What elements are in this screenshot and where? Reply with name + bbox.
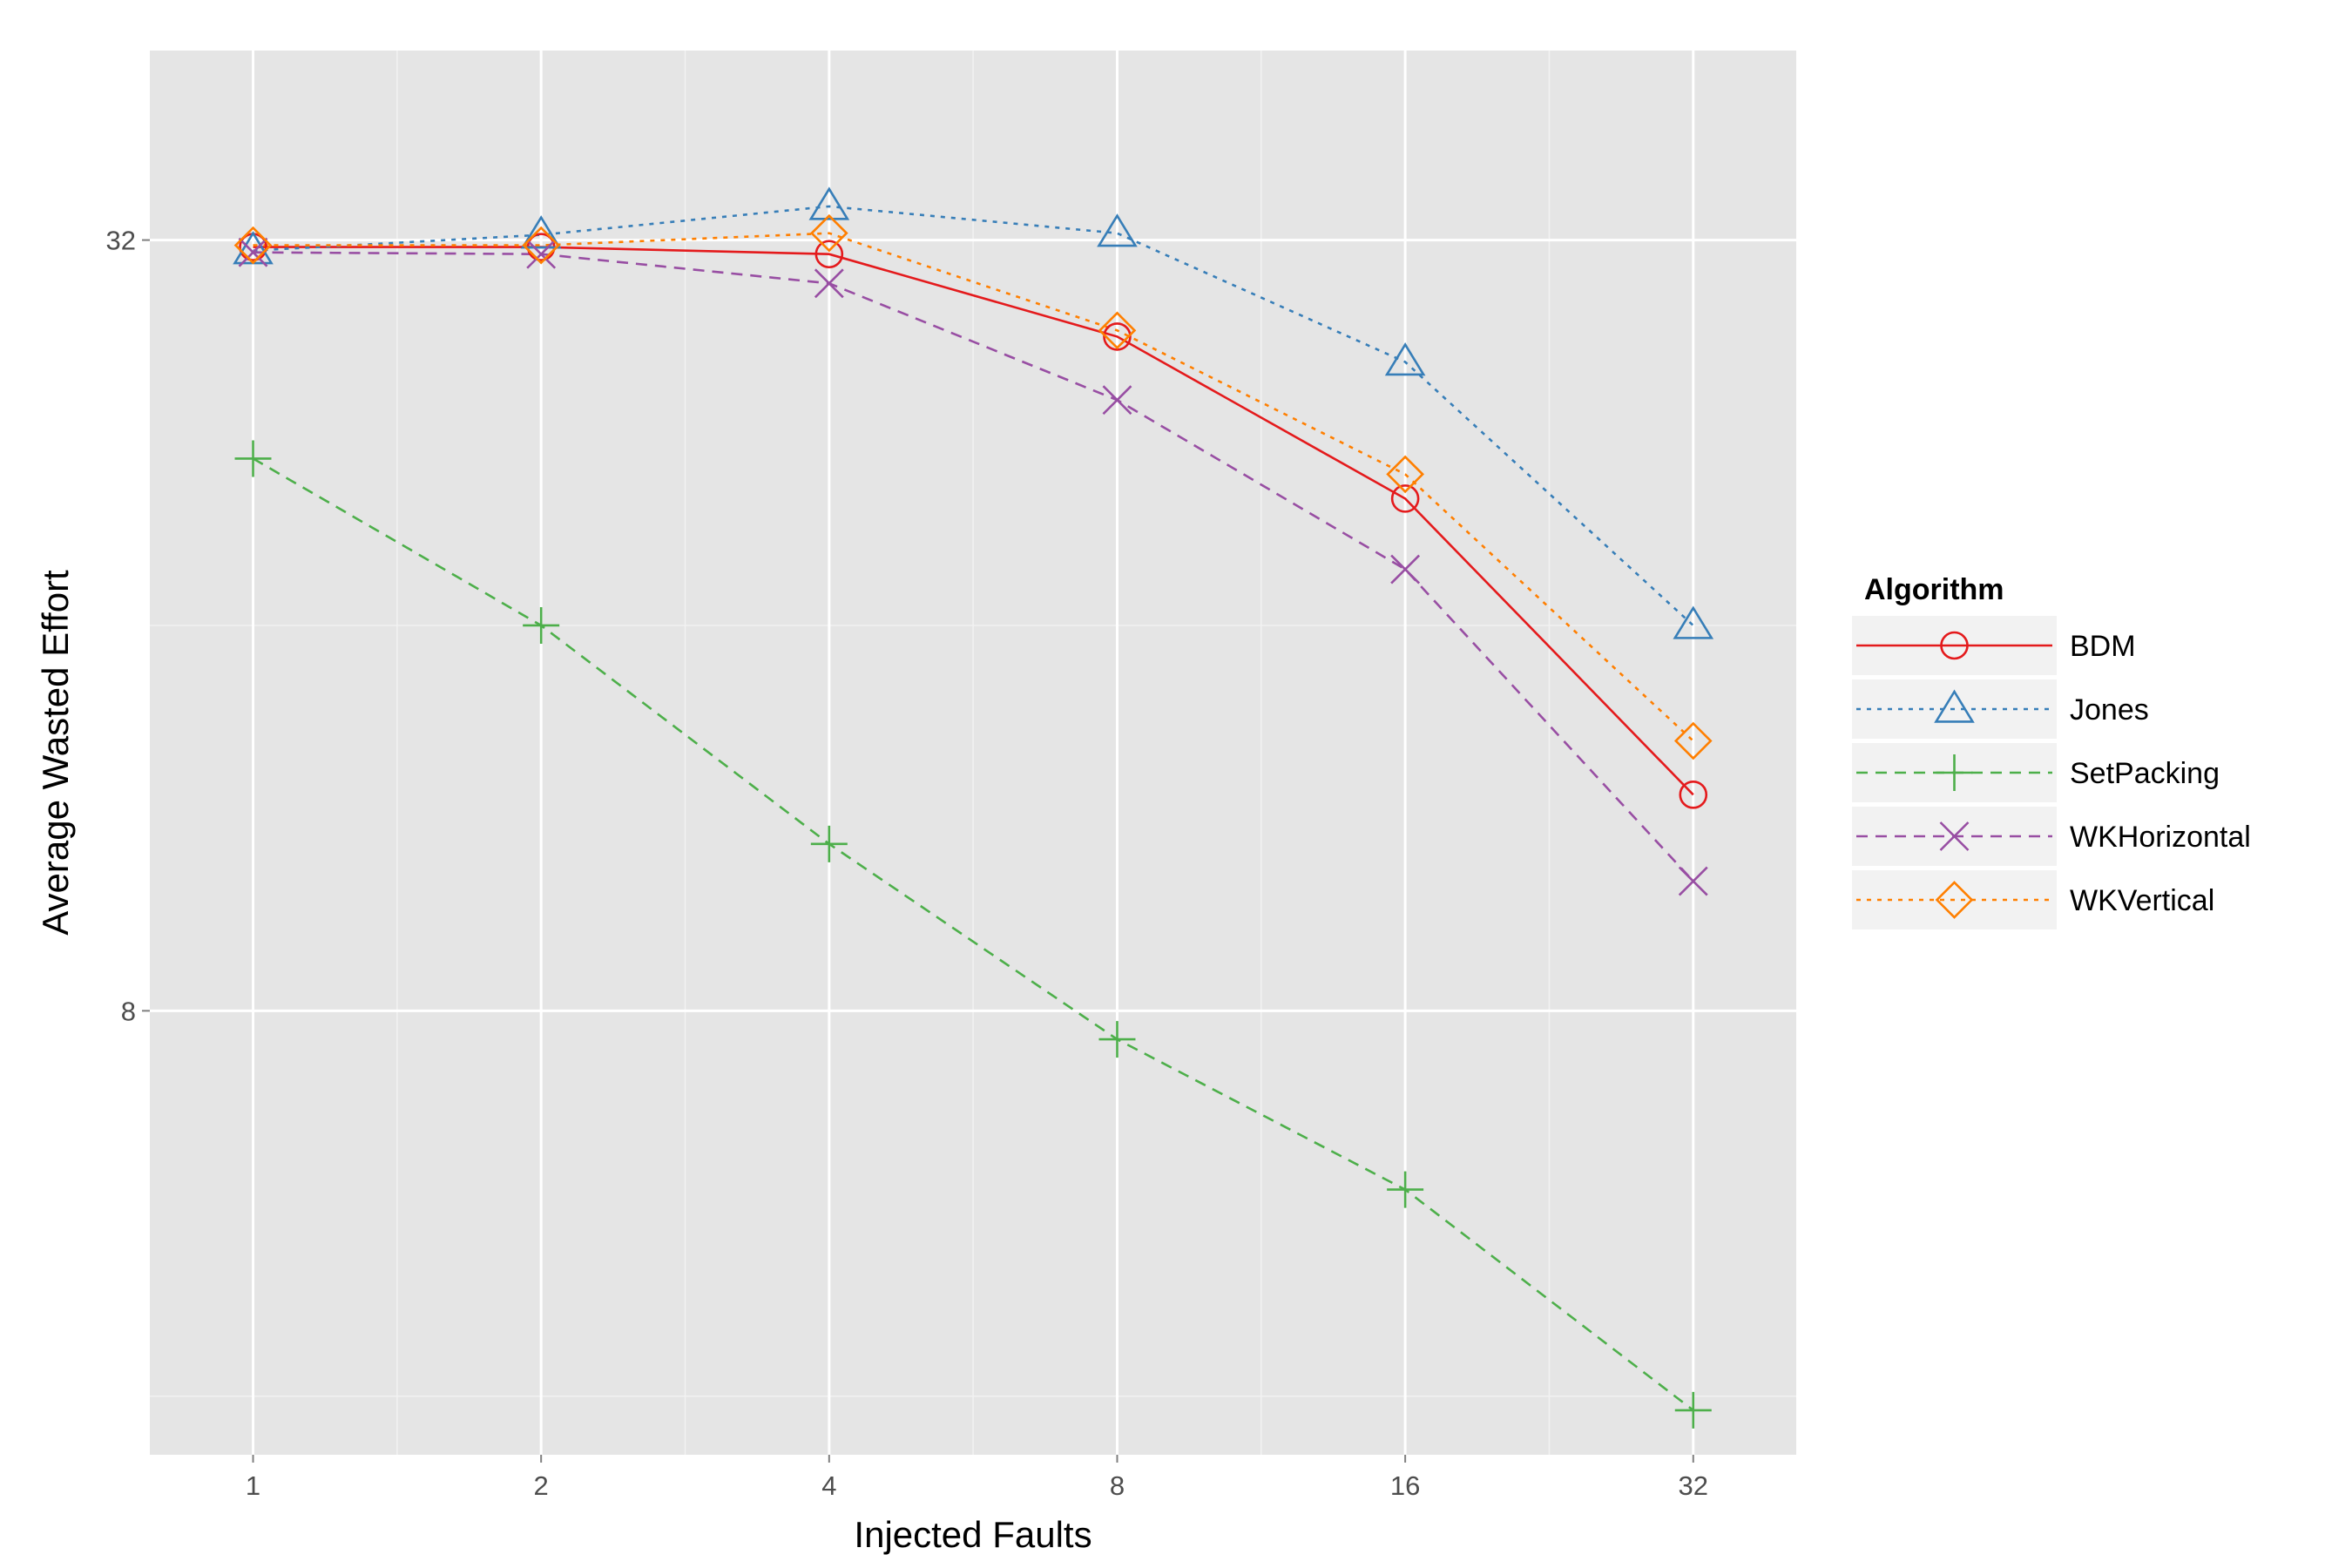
series-line-wkhorizontal bbox=[253, 251, 1694, 882]
point-jones bbox=[808, 186, 850, 220]
x-tick-label: 2 bbox=[534, 1470, 549, 1501]
point-wkhorizontal bbox=[1678, 866, 1708, 896]
point-wkhorizontal bbox=[526, 239, 557, 269]
series-line-bdm bbox=[253, 246, 1694, 796]
series-points bbox=[233, 186, 1714, 1429]
legend-marker-jones bbox=[1934, 689, 1975, 723]
point-setpacking bbox=[234, 440, 272, 477]
point-setpacking bbox=[1674, 1391, 1712, 1429]
legend-marker-wkvertical bbox=[1935, 881, 1974, 919]
point-wkvertical bbox=[809, 213, 848, 253]
legend-label-jones: Jones bbox=[2070, 693, 2149, 727]
point-wkhorizontal bbox=[238, 237, 268, 267]
y-axis-title: Average Wasted Effort bbox=[35, 570, 76, 936]
legend-label-bdm: BDM bbox=[2070, 630, 2136, 663]
y-tick-label: 8 bbox=[121, 996, 136, 1026]
point-jones bbox=[520, 215, 562, 249]
legend-marker-setpacking bbox=[1936, 754, 1973, 791]
x-axis-title: Injected Faults bbox=[854, 1514, 1092, 1555]
x-tick-label: 4 bbox=[821, 1470, 836, 1501]
point-bdm bbox=[1390, 484, 1420, 513]
point-wkvertical bbox=[522, 226, 561, 265]
point-bdm bbox=[1679, 781, 1708, 809]
legend-label-setpacking: SetPacking bbox=[2070, 757, 2220, 790]
point-jones bbox=[1673, 605, 1714, 639]
point-setpacking bbox=[1387, 1171, 1424, 1208]
y-axis: 8 32 bbox=[106, 226, 150, 1026]
x-tick-label: 1 bbox=[246, 1470, 260, 1501]
point-wkhorizontal bbox=[1390, 554, 1421, 585]
point-wkvertical bbox=[1098, 311, 1137, 350]
point-bdm bbox=[814, 240, 844, 269]
legend-marker-wkhorizontal bbox=[1939, 821, 1970, 851]
major-gridlines bbox=[150, 51, 1796, 1455]
x-tick-label: 8 bbox=[1110, 1470, 1125, 1501]
x-tick-label: 16 bbox=[1390, 1470, 1420, 1501]
series-line-jones bbox=[253, 205, 1694, 626]
x-tick-label: 32 bbox=[1679, 1470, 1708, 1501]
y-tick-label: 32 bbox=[106, 226, 136, 256]
series-lines bbox=[252, 205, 1694, 1411]
point-wkhorizontal bbox=[814, 268, 844, 299]
minor-gridlines bbox=[150, 51, 1796, 1455]
series-line-wkvertical bbox=[253, 232, 1694, 742]
legend-title: Algorithm bbox=[1864, 573, 2004, 606]
legend-marker-bdm bbox=[1940, 631, 1969, 660]
point-jones bbox=[1097, 213, 1138, 247]
x-axis: 1 2 4 8 16 32 bbox=[246, 1455, 1708, 1501]
point-setpacking bbox=[1098, 1021, 1136, 1058]
point-wkvertical bbox=[1673, 721, 1713, 760]
point-wkhorizontal bbox=[1102, 385, 1132, 416]
series-line-setpacking bbox=[252, 457, 1694, 1411]
point-wkvertical bbox=[233, 226, 273, 265]
point-setpacking bbox=[523, 606, 560, 644]
legend: BDM Jones SetPacking WKHorizontal WKVertical bbox=[1850, 614, 2251, 931]
point-wkvertical bbox=[1386, 455, 1424, 494]
legend-label-wkvertical: WKVertical bbox=[2070, 884, 2214, 917]
point-setpacking bbox=[810, 825, 848, 862]
legend-label-wkhorizontal: WKHorizontal bbox=[2070, 821, 2251, 854]
point-jones bbox=[1384, 342, 1426, 376]
point-bdm bbox=[1103, 322, 1132, 351]
